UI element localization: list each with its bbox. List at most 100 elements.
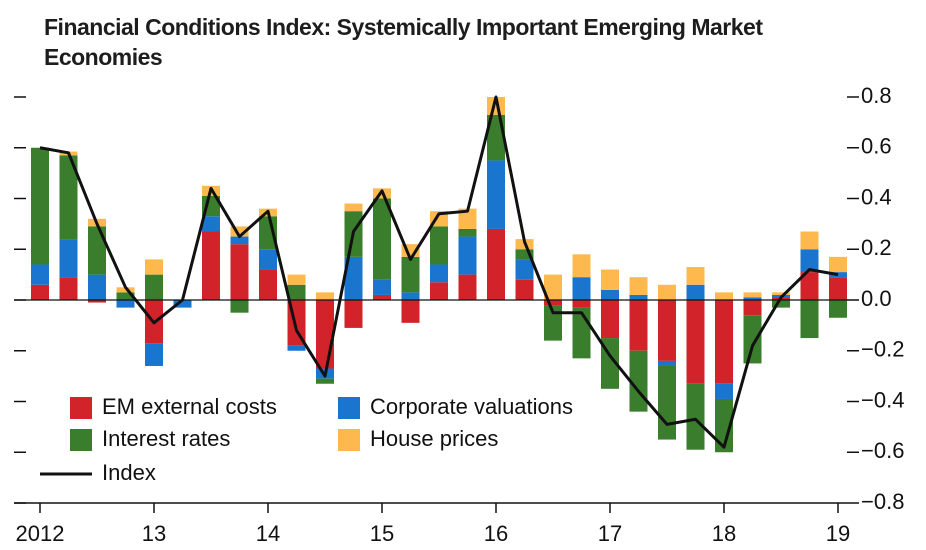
- y-tick-label: −0.2: [861, 337, 904, 362]
- bar-segment: [401, 292, 420, 300]
- bar-segment: [373, 279, 391, 295]
- index-line: [39, 95, 839, 449]
- bar-segment: [686, 284, 705, 300]
- bar-segment: [230, 244, 249, 300]
- x-tick-label: 19: [826, 521, 850, 546]
- x-tick-label: 18: [712, 521, 736, 546]
- bar-segment: [629, 277, 648, 295]
- bar-segment: [544, 300, 562, 306]
- bar-segment: [601, 300, 619, 339]
- bar-segment: [715, 383, 733, 399]
- bar-segment: [430, 282, 448, 300]
- y-tick-label: 0.8: [861, 83, 892, 108]
- bar-segment: [373, 294, 391, 300]
- bar-segment: [572, 254, 591, 278]
- bar-segment: [743, 300, 762, 316]
- bar-segment: [572, 300, 591, 308]
- bar-segment: [344, 256, 363, 300]
- chart-title: Financial Conditions Index: Systemically…: [44, 14, 763, 70]
- bar-segment: [458, 274, 477, 300]
- bar-segment: [629, 300, 648, 351]
- y-tick-label: 0.0: [861, 286, 892, 311]
- bar-segment: [59, 277, 78, 300]
- bar-segment: [31, 284, 49, 300]
- bar-segment: [800, 231, 819, 250]
- bar-segment: [515, 249, 534, 260]
- bar-segment: [829, 300, 847, 318]
- y-tick-label: 0.2: [861, 235, 892, 260]
- bar-segment: [88, 226, 106, 275]
- bar-segment: [173, 300, 192, 308]
- bar-segment: [116, 292, 135, 300]
- bar-segment: [59, 239, 78, 278]
- bar-segment: [658, 300, 676, 361]
- bar-segment: [401, 300, 420, 323]
- bar-segment: [715, 292, 733, 300]
- bar-segment: [145, 274, 163, 300]
- y-tick-label: −0.8: [861, 489, 904, 514]
- bar-segment: [629, 294, 648, 300]
- legend-label: Interest rates: [102, 426, 230, 451]
- legend-label: House prices: [370, 426, 498, 451]
- bar-segment: [88, 274, 106, 300]
- bar-segment: [316, 292, 334, 300]
- bar-segment: [116, 287, 135, 293]
- bar-segment: [715, 398, 733, 453]
- y-tick-label: −0.6: [861, 438, 904, 463]
- bar-segment: [31, 264, 49, 285]
- legend-label: EM external costs: [102, 394, 277, 419]
- x-tick-label: 15: [370, 521, 394, 546]
- bar-segment: [515, 259, 534, 280]
- legend-swatch: [70, 429, 92, 451]
- bar-segment: [287, 284, 306, 300]
- x-tick-label: 17: [598, 521, 622, 546]
- bar-segment: [487, 160, 505, 229]
- bar-segment: [686, 383, 705, 450]
- bar-segment: [259, 249, 277, 270]
- bar-segment: [829, 277, 847, 300]
- x-tick-label: 13: [142, 521, 166, 546]
- bar-segment: [344, 300, 363, 328]
- bar-segment: [202, 216, 220, 232]
- bar-segment: [287, 345, 306, 351]
- bar-segment: [458, 236, 477, 275]
- legend-swatch: [338, 397, 360, 419]
- legend-label: Corporate valuations: [370, 394, 573, 419]
- y-tick-label: 0.6: [861, 134, 892, 159]
- bar-segment: [686, 267, 705, 285]
- bar-segment: [230, 236, 249, 245]
- bar-segment: [658, 360, 676, 366]
- bar-segment: [800, 249, 819, 273]
- bar-segment: [458, 228, 477, 237]
- legend-swatch: [338, 429, 360, 451]
- bar-segment: [145, 343, 163, 366]
- x-tick-label: 14: [256, 521, 280, 546]
- bar-segment: [88, 300, 106, 303]
- bar-segment: [259, 269, 277, 300]
- bar-segment: [458, 208, 477, 229]
- bar-segment: [116, 300, 135, 308]
- legend-swatch: [70, 397, 92, 419]
- bar-segment: [772, 300, 790, 308]
- bar-segment: [202, 231, 220, 300]
- bar-segment: [800, 300, 819, 339]
- bar-segment: [230, 300, 249, 313]
- bar-segment: [658, 365, 676, 440]
- bar-segment: [544, 274, 562, 300]
- y-tick-label: 0.4: [861, 184, 892, 209]
- bar-segment: [430, 264, 448, 283]
- y-tick-label: −0.4: [861, 387, 904, 412]
- bar-segment: [515, 279, 534, 300]
- bar-segment: [658, 284, 676, 300]
- bar-segment: [715, 300, 733, 384]
- x-tick-label: 2012: [16, 521, 65, 546]
- bar-segment: [287, 274, 306, 285]
- bar-segment: [686, 300, 705, 384]
- bar-segment: [59, 155, 78, 240]
- bar-segment: [743, 292, 762, 298]
- bar-segment: [430, 226, 448, 265]
- bar-segment: [344, 203, 363, 212]
- bar-segment: [800, 272, 819, 300]
